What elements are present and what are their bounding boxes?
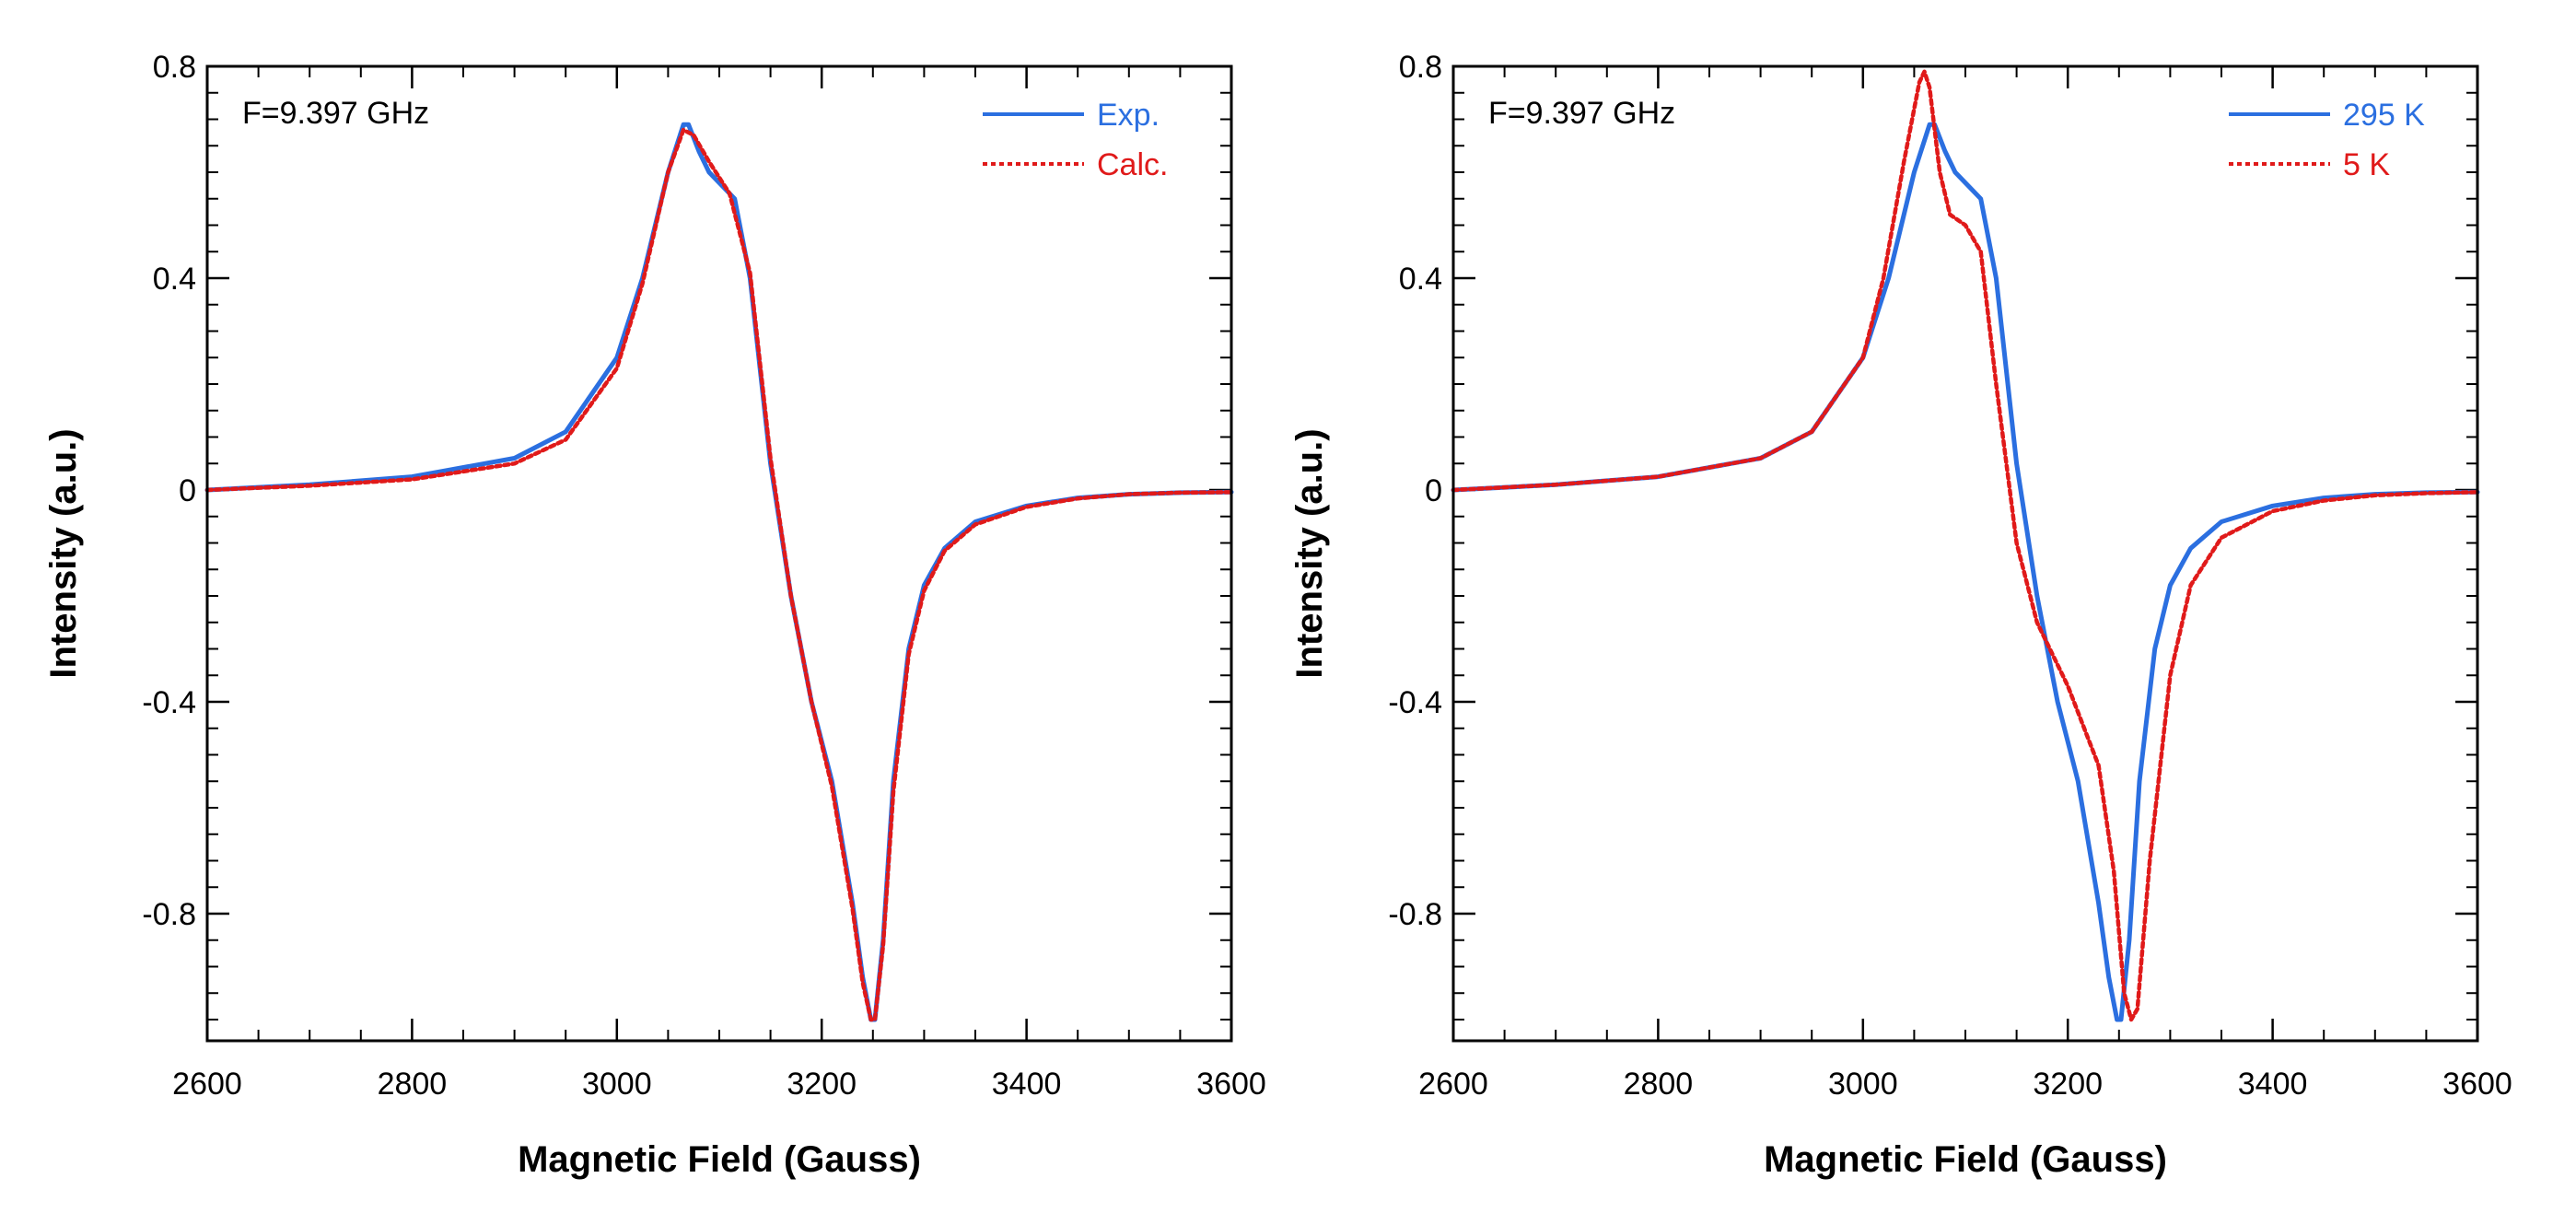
x-tick-label: 3000	[1828, 1067, 1898, 1102]
series-line-dotted	[1451, 69, 2480, 1022]
y-tick-label: 0	[179, 473, 196, 508]
series-line-dotted	[204, 127, 1234, 1022]
panel-left: 2600 2800 3000 3200 3400 3600 0.8 0.4 0 -0.4 -0.8 M…	[43, 50, 1266, 1180]
legend-label: Exp.	[1097, 98, 1160, 133]
y-tick-label: 0	[1425, 473, 1442, 508]
y-tick-label: 0.4	[153, 262, 196, 297]
legend-label: 5 K	[2343, 147, 2390, 182]
x-tick-label: 3600	[1196, 1067, 1266, 1102]
x-tick-label: 3400	[992, 1067, 1062, 1102]
panel-right: 2600 2800 3000 3200 3400 3600 0.8 0.4 0 -0.4 -0.8 M…	[1289, 50, 2512, 1180]
x-tick-label: 3600	[2442, 1067, 2512, 1102]
x-tick-label: 2800	[378, 1067, 448, 1102]
x-axis-title: Magnetic Field (Gauss)	[1764, 1139, 2167, 1180]
legend-label: Calc.	[1097, 147, 1168, 182]
y-axis-title: Intensity (a.u.)	[1289, 428, 1330, 678]
y-tick-label: -0.8	[142, 897, 196, 932]
plot-frame	[1451, 64, 2479, 1043]
y-tick-label: -0.4	[1388, 685, 1442, 720]
x-axis-title: Magnetic Field (Gauss)	[518, 1139, 921, 1180]
x-tick-label: 2600	[1418, 1067, 1488, 1102]
x-tick-label: 3200	[787, 1067, 857, 1102]
x-tick-label: 3000	[582, 1067, 652, 1102]
y-tick-label: -0.8	[1388, 897, 1442, 932]
frequency-annotation: F=9.397 GHz	[242, 96, 429, 131]
frequency-annotation: F=9.397 GHz	[1488, 96, 1675, 131]
y-tick-label: 0.4	[1399, 262, 1442, 297]
y-tick-label: 0.8	[153, 50, 196, 85]
x-tick-label: 2600	[172, 1067, 242, 1102]
y-tick-label: 0.8	[1399, 50, 1442, 85]
series-line-solid	[204, 122, 1234, 1022]
legend-label: 295 K	[2343, 98, 2425, 133]
series-line-solid	[1451, 122, 2480, 1022]
x-tick-label: 3200	[2033, 1067, 2103, 1102]
x-tick-label: 2800	[1624, 1067, 1694, 1102]
plot-frame	[205, 64, 1233, 1043]
x-tick-label: 3400	[2238, 1067, 2308, 1102]
y-tick-label: -0.4	[142, 685, 196, 720]
y-axis-title: Intensity (a.u.)	[43, 428, 84, 678]
